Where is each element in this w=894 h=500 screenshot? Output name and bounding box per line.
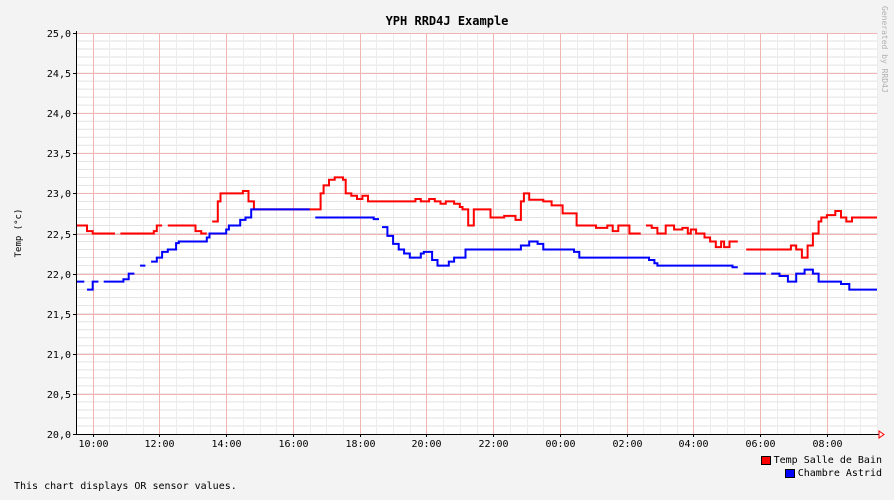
- y-tick-label: 24,5: [47, 69, 71, 80]
- legend-label-salle-de-bain: Temp Salle de Bain: [773, 455, 882, 466]
- y-tick-label: 25,0: [47, 29, 71, 40]
- x-tick-label: 18:00: [345, 439, 375, 450]
- grid-major: [76, 33, 877, 434]
- legend-swatch-salle-de-bain: [760, 456, 771, 465]
- x-tick-label: 22:00: [478, 439, 508, 450]
- y-tick-label: 23,0: [47, 189, 71, 200]
- watermark: Generated by RRD4J: [880, 6, 889, 93]
- x-tick-label: 04:00: [678, 439, 708, 450]
- y-tick-label: 23,5: [47, 149, 71, 160]
- axes: 20,0 20,5 21,0 21,5 22,0 22,5 23,0 23,5 24,0 24,5…: [47, 29, 885, 450]
- legend-swatch-chambre-astrid: [784, 469, 795, 478]
- y-tick-label: 22,0: [47, 270, 71, 281]
- legend-item-salle-de-bain: Temp Salle de Bain: [760, 455, 882, 466]
- x-tick-label: 02:00: [612, 439, 642, 450]
- y-axis-label: Temp (°c): [14, 209, 24, 258]
- legend-item-chambre-astrid: Chambre Astrid: [784, 468, 882, 479]
- series-line-temp-salle-de-bain: [76, 176, 877, 259]
- y-tick-label: 21,5: [47, 310, 71, 321]
- x-tick-label: 00:00: [545, 439, 575, 450]
- y-tick-label: 20,0: [47, 430, 71, 441]
- legend-label-chambre-astrid: Chambre Astrid: [797, 468, 882, 479]
- y-tick-label: 22,5: [47, 230, 71, 241]
- series-layer: [76, 176, 877, 291]
- x-tick-label: 12:00: [144, 439, 174, 450]
- x-tick-label: 20:00: [411, 439, 441, 450]
- x-tick-label: 08:00: [812, 439, 842, 450]
- x-tick-label: 14:00: [211, 439, 241, 450]
- y-tick-label: 20,5: [47, 390, 71, 401]
- x-tick-label: 10:00: [78, 439, 108, 450]
- x-tick-label: 06:00: [745, 439, 775, 450]
- chart-comment: This chart displays OR sensor values.: [14, 481, 237, 492]
- x-axis-arrow: [878, 430, 885, 439]
- y-tick-label: 24,0: [47, 109, 71, 120]
- y-tick-label: 21,0: [47, 350, 71, 361]
- series-line-chambre-astrid: [76, 208, 877, 291]
- chart-title: YPH RRD4J Example: [386, 14, 509, 28]
- x-tick-label: 16:00: [278, 439, 308, 450]
